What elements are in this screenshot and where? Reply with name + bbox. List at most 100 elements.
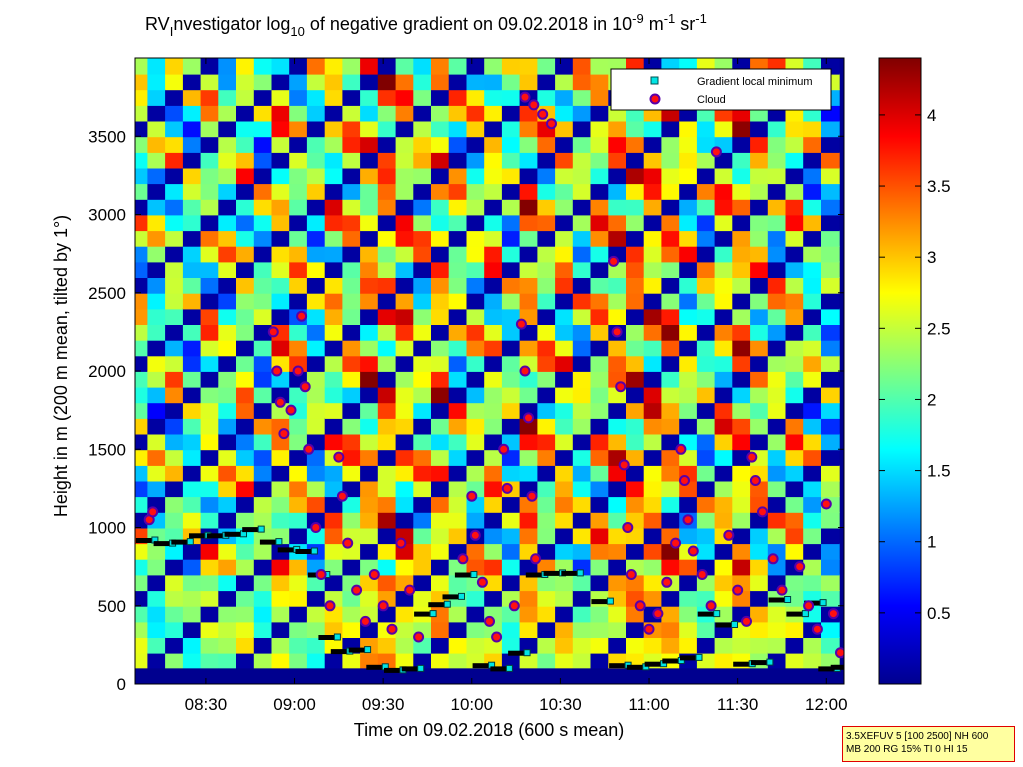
heatmap-cell — [572, 637, 592, 654]
heatmap-cell — [501, 621, 521, 638]
layer-minimum-marker — [310, 547, 318, 555]
heatmap-cell — [200, 637, 220, 654]
heatmap-cell — [413, 104, 432, 122]
heatmap-cell — [147, 183, 167, 200]
cloud-marker — [351, 584, 363, 596]
layer-minimum-bar — [472, 663, 489, 669]
heatmap-cell — [519, 464, 539, 482]
heatmap-cell — [200, 464, 220, 482]
heatmap-cell — [147, 355, 167, 372]
heatmap-cell — [555, 637, 574, 654]
heatmap-cell — [306, 355, 326, 372]
heatmap-cell — [750, 637, 769, 654]
heatmap-cell — [395, 637, 415, 654]
heatmap-cell — [501, 637, 521, 654]
heatmap-cell — [572, 433, 592, 451]
heatmap-cell — [182, 386, 202, 404]
heatmap-cell — [431, 511, 450, 529]
heatmap-cell — [324, 371, 344, 388]
heatmap-cell — [135, 120, 149, 138]
heatmap-cell — [821, 386, 840, 404]
heatmap-cell — [253, 324, 273, 341]
heatmap-cell — [608, 605, 627, 623]
heatmap-cell — [555, 355, 574, 372]
heatmap-cell — [626, 167, 645, 185]
heatmap-cell — [466, 449, 486, 466]
heatmap-cell — [413, 449, 432, 466]
heatmap-cell — [732, 120, 751, 138]
heatmap-cell — [200, 183, 220, 200]
cloud-marker — [643, 623, 655, 635]
heatmap-cell — [289, 605, 308, 623]
heatmap-cell — [360, 480, 379, 498]
heatmap-cell — [253, 621, 273, 638]
heatmap-cell — [147, 590, 167, 607]
heatmap-cell — [590, 183, 610, 200]
heatmap-cell — [200, 230, 220, 247]
heatmap-cell — [395, 324, 415, 341]
heatmap-cell — [306, 104, 326, 122]
heatmap-cell — [519, 449, 539, 466]
heatmap-cell — [590, 151, 610, 169]
heatmap-cell — [135, 230, 149, 247]
heatmap-cell — [679, 621, 698, 638]
heatmap-cell — [785, 339, 805, 357]
heatmap-cell — [395, 355, 415, 372]
heatmap-cell — [501, 120, 521, 138]
layer-minimum-bar — [830, 664, 844, 670]
heatmap-cell — [324, 464, 344, 482]
heatmap-cell — [448, 89, 468, 106]
heatmap-cell — [182, 637, 202, 654]
heatmap-cell — [466, 73, 486, 91]
heatmap-cell — [484, 58, 503, 75]
heatmap-cell — [165, 261, 184, 278]
heatmap-cell — [643, 590, 663, 607]
heatmap-cell — [714, 449, 734, 466]
heatmap-cell — [466, 214, 486, 232]
heatmap-cell — [289, 324, 308, 341]
heatmap-cell — [395, 261, 415, 278]
heatmap-cell — [253, 480, 273, 498]
heatmap-cell — [395, 402, 415, 419]
heatmap-cell — [377, 449, 397, 466]
heatmap-cell — [200, 558, 220, 576]
heatmap-cell — [714, 355, 734, 372]
heatmap-cell — [501, 167, 521, 185]
heatmap-cell — [431, 198, 450, 216]
heatmap-cell — [165, 73, 184, 91]
layer-minimum-bar — [330, 649, 347, 655]
heatmap-cell — [732, 402, 751, 419]
parameter-info-box: 3.5XEFUV 5 [100 2500] NH 600 MB 200 RG 1… — [842, 726, 1015, 762]
layer-minimum-bar — [490, 666, 507, 672]
cloud-markers — [143, 91, 844, 659]
heatmap-cell — [696, 386, 716, 404]
heatmap-cell — [732, 230, 751, 247]
layer-minimum-bar — [206, 533, 223, 539]
heatmap-cell — [377, 496, 397, 513]
heatmap-cell — [448, 245, 468, 263]
heatmap-cell — [360, 230, 379, 247]
heatmap-cell — [785, 371, 805, 388]
heatmap-cell — [661, 605, 681, 623]
heatmap-cell — [377, 104, 397, 122]
heatmap-cell — [643, 308, 663, 325]
heatmap-cell — [785, 308, 805, 325]
heatmap-cell — [271, 151, 291, 169]
heatmap-cell — [431, 355, 450, 372]
heatmap-cell — [182, 496, 202, 513]
heatmap-cell — [501, 324, 521, 341]
heatmap-cell — [289, 230, 308, 247]
heatmap-cell — [448, 449, 468, 466]
heatmap-cell — [135, 308, 149, 325]
heatmap-cell — [448, 402, 468, 419]
heatmap-cell — [767, 511, 787, 529]
heatmap-cell — [555, 371, 574, 388]
heatmap-cell — [537, 371, 557, 388]
heatmap-cell — [342, 120, 362, 138]
heatmap-cell — [377, 371, 397, 388]
heatmap-cell — [218, 449, 237, 466]
heatmap-cell — [342, 104, 362, 122]
heatmap-cell — [572, 464, 592, 482]
heatmap-cell — [360, 355, 379, 372]
heatmap-cell — [555, 543, 574, 560]
